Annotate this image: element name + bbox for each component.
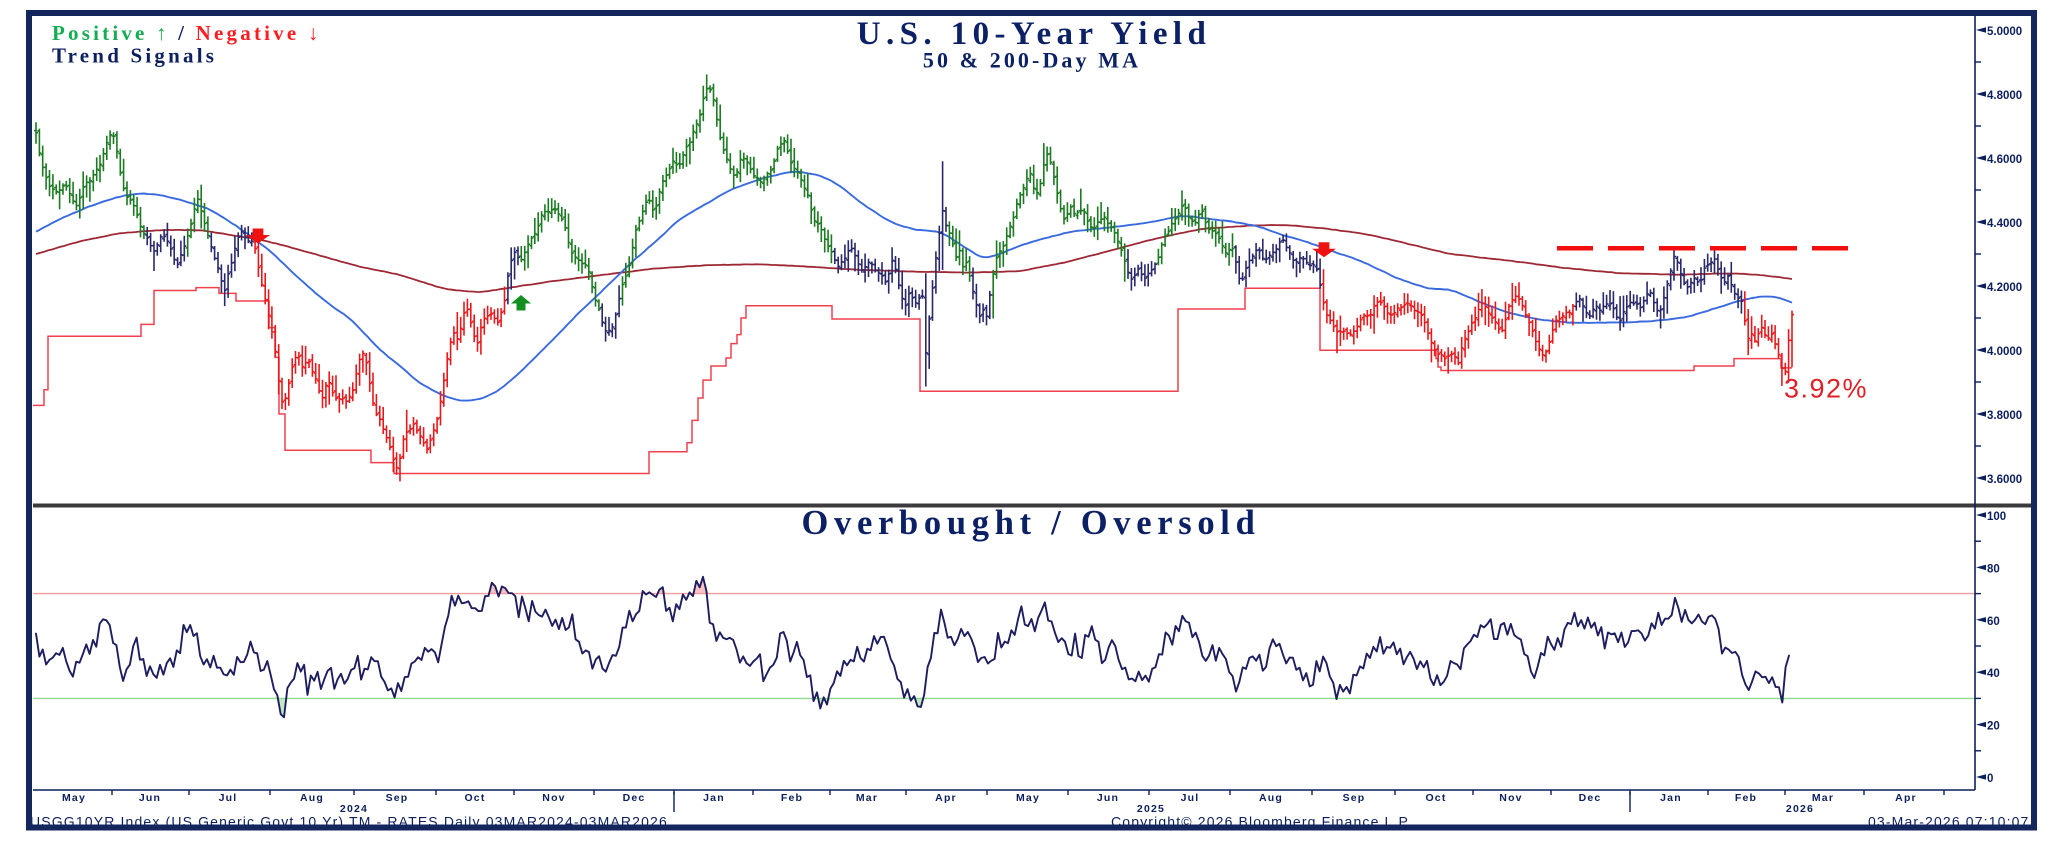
svg-text:Nov: Nov	[542, 792, 565, 804]
svg-text:Sep: Sep	[386, 792, 409, 804]
svg-text:4.4000: 4.4000	[1987, 218, 2022, 230]
svg-text:60: 60	[1987, 616, 2000, 628]
svg-text:40: 40	[1987, 668, 2000, 680]
svg-text:2026: 2026	[1786, 803, 1814, 815]
svg-text:Jul: Jul	[219, 792, 238, 804]
svg-text:Jul: Jul	[1181, 792, 1200, 804]
svg-text:100: 100	[1987, 511, 2006, 523]
svg-text:2024: 2024	[340, 803, 368, 815]
svg-text:Jan: Jan	[703, 792, 725, 804]
svg-text:80: 80	[1987, 563, 2000, 575]
svg-text:Trend Signals: Trend Signals	[52, 44, 217, 68]
svg-text:Nov: Nov	[1499, 792, 1522, 804]
svg-text:Mar: Mar	[1812, 792, 1834, 804]
svg-text:3.6000: 3.6000	[1987, 474, 2022, 486]
svg-text:Dec: Dec	[623, 792, 646, 804]
svg-text:Aug: Aug	[300, 792, 324, 804]
svg-text:Feb: Feb	[781, 792, 803, 804]
svg-text:Oct: Oct	[464, 792, 485, 804]
svg-text:Apr: Apr	[935, 792, 957, 804]
svg-text:2025: 2025	[1137, 803, 1165, 815]
svg-text:Jan: Jan	[1660, 792, 1682, 804]
svg-text:3.8000: 3.8000	[1987, 410, 2022, 422]
svg-text:U.S. 10-Year Yield: U.S. 10-Year Yield	[857, 16, 1211, 52]
svg-text:May: May	[62, 792, 86, 804]
svg-text:Sep: Sep	[1343, 792, 1366, 804]
svg-text:20: 20	[1987, 721, 2000, 733]
svg-text:3.92%: 3.92%	[1784, 374, 1868, 404]
svg-text:May: May	[1016, 792, 1040, 804]
svg-text:4.0000: 4.0000	[1987, 346, 2022, 358]
svg-text:Feb: Feb	[1735, 792, 1757, 804]
svg-text:0: 0	[1987, 773, 1993, 785]
svg-text:50 & 200-Day MA: 50 & 200-Day MA	[923, 48, 1141, 73]
svg-text:Dec: Dec	[1579, 792, 1602, 804]
svg-text:Mar: Mar	[856, 792, 878, 804]
svg-text:Jun: Jun	[1097, 792, 1119, 804]
svg-text:Apr: Apr	[1895, 792, 1917, 804]
svg-text:Aug: Aug	[1259, 792, 1283, 804]
svg-text:Positive ↑ / Negative ↓: Positive ↑ / Negative ↓	[52, 21, 322, 45]
svg-text:4.2000: 4.2000	[1987, 282, 2022, 294]
svg-text:4.6000: 4.6000	[1987, 154, 2022, 166]
svg-text:5.0000: 5.0000	[1987, 26, 2022, 38]
svg-text:4.8000: 4.8000	[1987, 90, 2022, 102]
svg-text:Jun: Jun	[139, 792, 161, 804]
svg-text:Oct: Oct	[1425, 792, 1446, 804]
svg-text:Overbought / Oversold: Overbought / Oversold	[802, 504, 1261, 542]
